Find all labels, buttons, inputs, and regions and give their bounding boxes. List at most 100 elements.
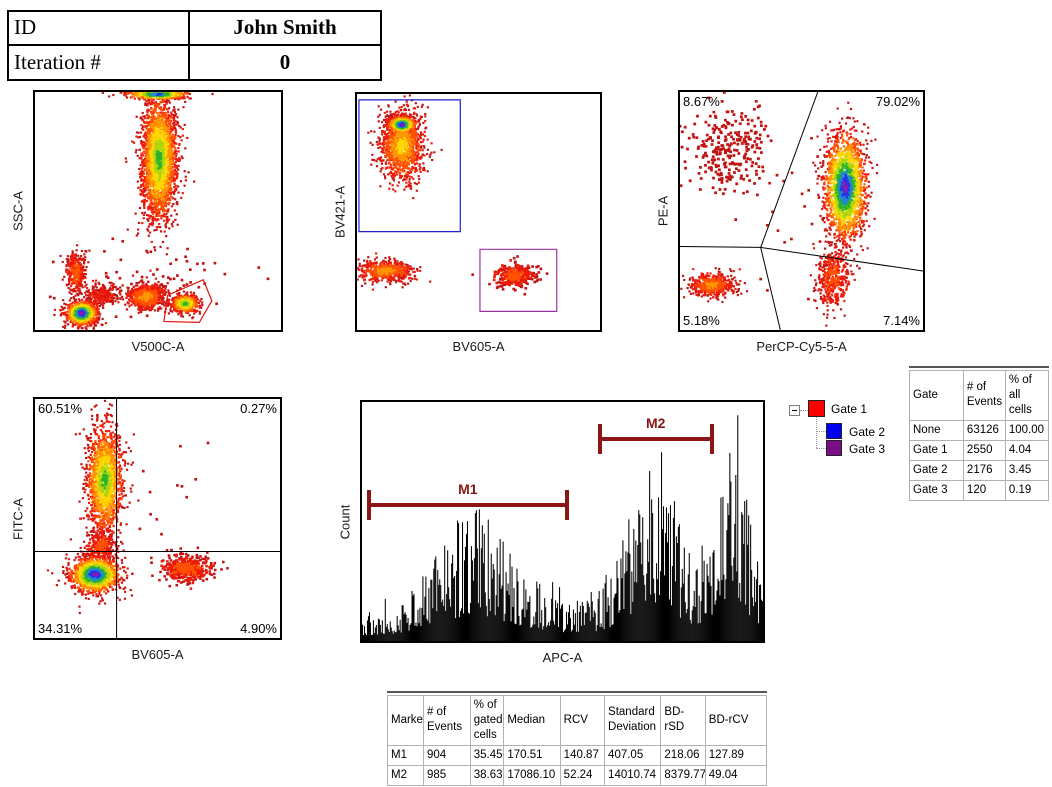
table-cell: 985 bbox=[422, 764, 471, 786]
gate-statistics-table: Gate # of Events% of all cells None 63126 10… bbox=[909, 370, 1050, 501]
plot-canvas-ssc-v500c[interactable] bbox=[33, 90, 283, 332]
table-cell: 52.24 bbox=[559, 764, 606, 786]
table-cell: 8379.77 bbox=[660, 764, 706, 786]
tree-connector bbox=[800, 410, 808, 411]
table-cell: M2 bbox=[387, 764, 424, 786]
column-header: % of gated cells bbox=[469, 695, 505, 746]
interval-marker-m1[interactable] bbox=[366, 490, 371, 521]
table-cell: M1 bbox=[387, 744, 424, 766]
marker-statistics-table: Marker # of Events% of gated cells Median R… bbox=[387, 695, 768, 786]
interval-marker-m2[interactable] bbox=[597, 424, 602, 455]
column-header: Standard Deviation bbox=[604, 695, 662, 746]
tree-collapse-icon[interactable] bbox=[789, 405, 800, 416]
table-cell: 49.04 bbox=[704, 764, 768, 786]
iteration-value-cell: 0 bbox=[279, 49, 291, 74]
gate-shape[interactable] bbox=[359, 100, 460, 232]
gate-shape[interactable] bbox=[164, 280, 212, 323]
gate-hierarchy-tree: Gate 1 Gate 2 Gate 3 bbox=[783, 398, 913, 462]
quadrant-percent-top-left: 8.67% bbox=[683, 94, 720, 109]
plot-bv421-vs-bv605: BV421-A BV605-A bbox=[333, 92, 602, 354]
table-cell: 0.19 bbox=[1004, 479, 1050, 501]
x-axis-label: BV605-A bbox=[131, 647, 184, 662]
tree-connector bbox=[816, 448, 826, 449]
gate-statistics-panel: Gate # of Events% of all cells None 63126 10… bbox=[909, 366, 1050, 501]
gate-shape[interactable] bbox=[761, 92, 818, 330]
table-cell: 140.87 bbox=[559, 744, 606, 766]
table-cell: 127.89 bbox=[704, 744, 768, 766]
x-axis-label: BV605-A bbox=[452, 339, 505, 354]
table-cell: None bbox=[909, 419, 964, 441]
table-cell: 3.45 bbox=[1004, 459, 1050, 481]
tree-item-gate3[interactable]: Gate 3 bbox=[849, 442, 886, 456]
table-cell: 17086.10 bbox=[503, 764, 561, 786]
iteration-label-cell: Iteration # bbox=[9, 45, 190, 79]
table-cell: Gate 2 bbox=[909, 459, 964, 481]
table-cell: 4.04 bbox=[1004, 439, 1050, 461]
table-cell: 14010.74 bbox=[604, 764, 662, 786]
table-cell: 170.51 bbox=[503, 744, 561, 766]
id-table: ID John Smith Iteration # 0 bbox=[7, 10, 382, 81]
plot-canvas-histogram[interactable]: M1 M2 bbox=[360, 400, 765, 643]
quadrant-percent-bottom-left: 5.18% bbox=[683, 313, 720, 328]
tree-item-gate2[interactable]: Gate 2 bbox=[849, 425, 886, 439]
gate1-color-swatch[interactable] bbox=[808, 400, 825, 417]
interval-marker-m2[interactable] bbox=[599, 437, 712, 442]
column-header: Median bbox=[503, 695, 561, 746]
table-cell: 35.45 bbox=[469, 744, 505, 766]
table-cell: 100.00 bbox=[1004, 419, 1050, 441]
gate2-color-swatch[interactable] bbox=[826, 423, 842, 439]
quadrant-percent-bottom-left: 34.31% bbox=[38, 621, 83, 636]
plot-canvas-pe-percp[interactable]: 8.67% 79.02% 5.18% 7.14% bbox=[678, 90, 925, 332]
table-row: Gate 2 2176 3.45 bbox=[909, 459, 1050, 481]
plot-pe-vs-percp: PE-A 8.67% 79.02% 5.18% 7.14% PerCP-Cy5-… bbox=[656, 90, 925, 354]
y-axis-label: FITC-A bbox=[10, 497, 26, 540]
column-header: % of all cells bbox=[1004, 370, 1050, 421]
table-cell: 2176 bbox=[962, 459, 1006, 481]
y-axis-label: Count bbox=[337, 504, 353, 539]
y-axis-label: PE-A bbox=[655, 195, 671, 227]
quadrant-percent-top-left: 60.51% bbox=[38, 401, 83, 416]
x-axis-label: APC-A bbox=[542, 650, 583, 665]
table-cell: 2550 bbox=[962, 439, 1006, 461]
interval-marker-m1[interactable] bbox=[368, 503, 567, 508]
column-header: BD-rSD bbox=[660, 695, 706, 746]
x-axis-label: V500C-A bbox=[131, 339, 185, 354]
table-cell: Gate 1 bbox=[909, 439, 964, 461]
table-cell: 38.63 bbox=[469, 764, 505, 786]
table-row: Gate 1 2550 4.04 bbox=[909, 439, 1050, 461]
column-header: # of Events bbox=[962, 370, 1006, 421]
id-label-cell: ID bbox=[9, 12, 190, 46]
table-row: None 63126 100.00 bbox=[909, 419, 1050, 441]
interval-marker-m2[interactable] bbox=[709, 424, 714, 455]
table-row: M2 985 38.63 17086.10 52.24 14010.74 8379.77 49… bbox=[387, 764, 768, 786]
tree-item-gate1[interactable]: Gate 1 bbox=[831, 402, 868, 416]
table-row: M1 904 35.45 170.51 140.87 407.05 218.06 127.89 bbox=[387, 744, 768, 766]
plot-histogram-apc: Count M1 M2 APC-A bbox=[338, 400, 765, 665]
column-header: Marker bbox=[387, 695, 424, 746]
gate3-color-swatch[interactable] bbox=[826, 440, 842, 456]
plot-fitc-vs-bv605: FITC-A 60.51% 0.27% 34.31% 4.90% BV605-A bbox=[11, 397, 282, 662]
plot-canvas-fitc-bv605[interactable]: 60.51% 0.27% 34.31% 4.90% bbox=[33, 397, 282, 640]
table-cell: Gate 3 bbox=[909, 479, 964, 501]
gate-shape[interactable] bbox=[480, 249, 557, 311]
marker-label-m2: M2 bbox=[645, 415, 666, 432]
table-cell: 63126 bbox=[962, 419, 1006, 441]
quadrant-percent-top-right: 0.27% bbox=[240, 401, 277, 416]
y-axis-label: SSC-A bbox=[10, 191, 26, 231]
tree-connector bbox=[816, 431, 826, 432]
table-cell: 904 bbox=[422, 744, 471, 766]
gate-shape[interactable] bbox=[680, 246, 923, 271]
table-cell: 120 bbox=[962, 479, 1006, 501]
plot-canvas-bv421-bv605[interactable] bbox=[355, 92, 602, 332]
id-value-cell: John Smith bbox=[190, 12, 380, 46]
column-header: RCV bbox=[559, 695, 606, 746]
interval-marker-m1[interactable] bbox=[564, 490, 569, 521]
quadrant-percent-top-right: 79.02% bbox=[875, 94, 920, 109]
marker-statistics-panel: Marker # of Events% of gated cells Median R… bbox=[387, 691, 768, 787]
table-cell: 218.06 bbox=[660, 744, 706, 766]
column-header: Gate bbox=[909, 370, 964, 421]
quadrant-percent-bottom-right: 7.14% bbox=[883, 313, 920, 328]
plot-ssc-vs-v500c: SSC-A V500C-A bbox=[11, 90, 283, 354]
column-header: # of Events bbox=[422, 695, 471, 746]
